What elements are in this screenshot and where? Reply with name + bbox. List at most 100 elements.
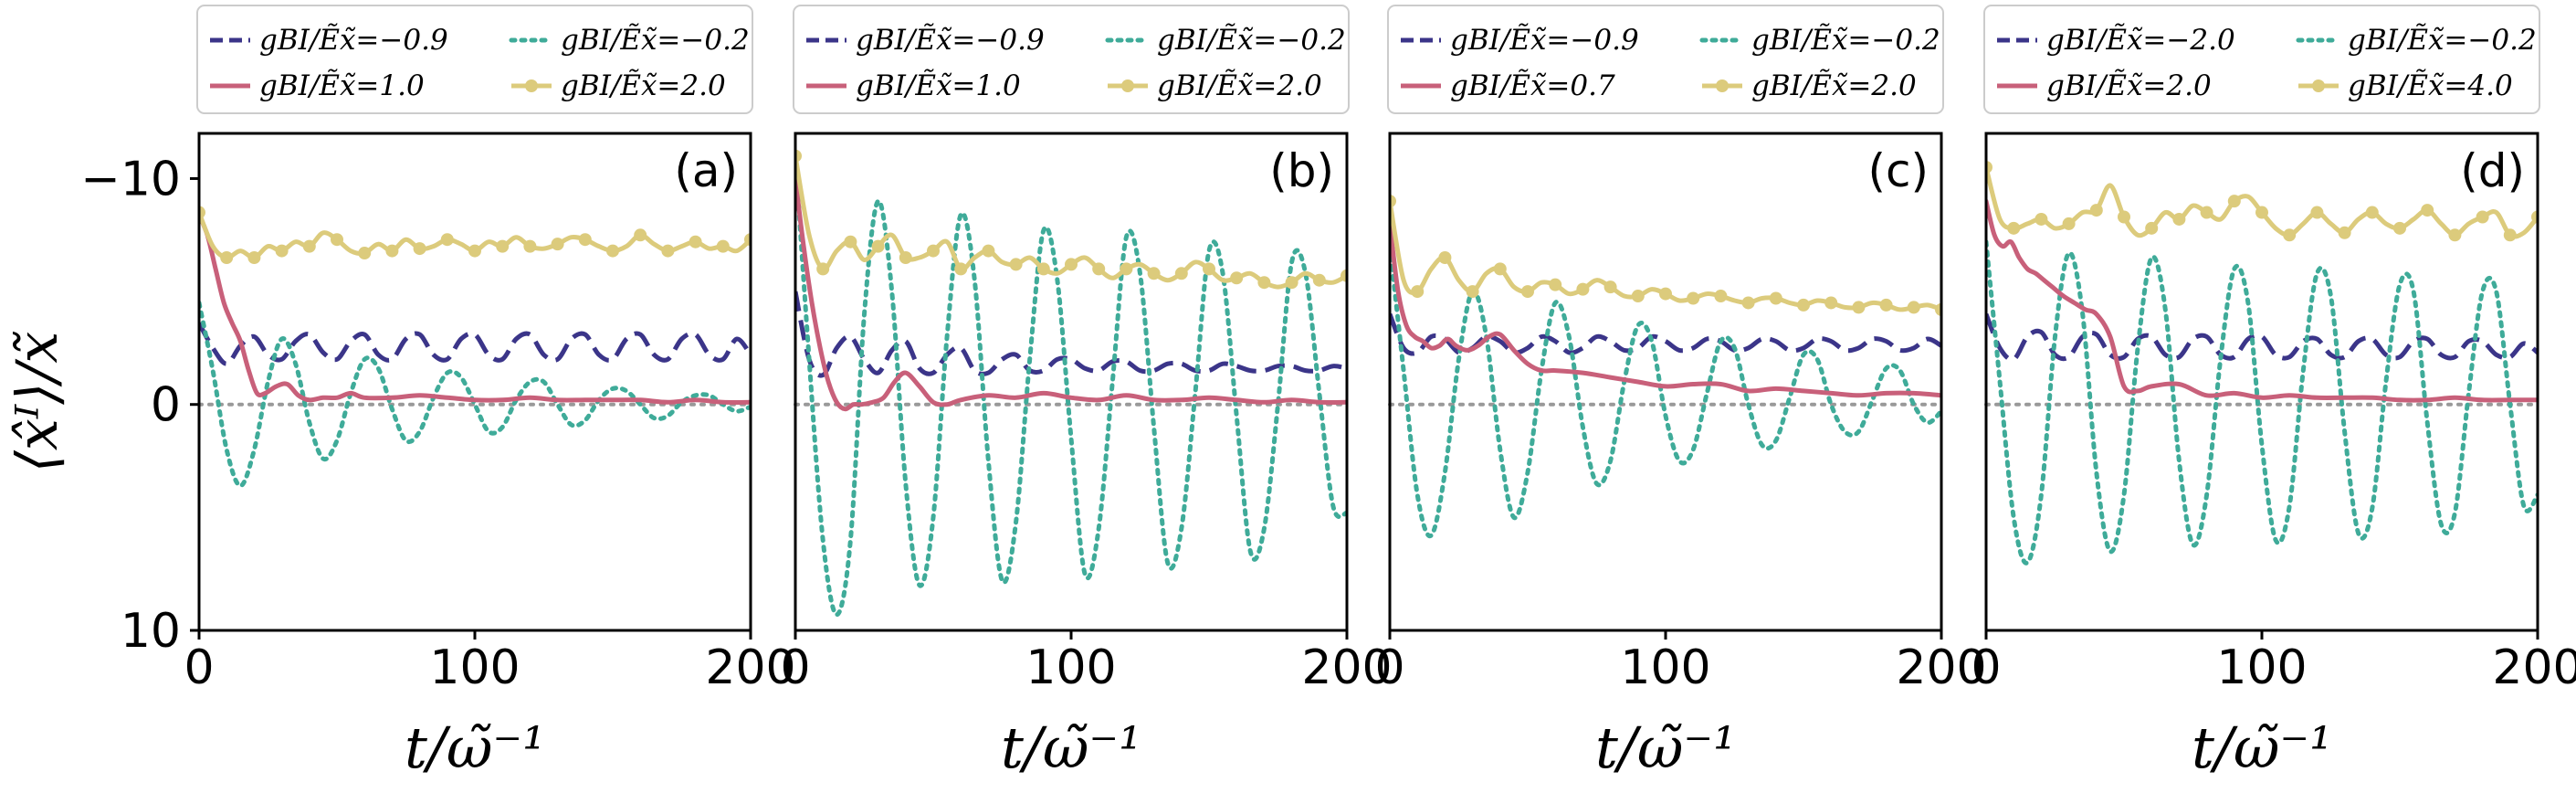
panel-c: 0 100 200 (c) t/ω̃⁻¹ gBI/Ẽx̃=−0.9 gBI/Ẽx̃=−0.2… (1374, 5, 1987, 781)
series-group (1390, 195, 1941, 539)
series-marker (1203, 262, 1215, 276)
series-marker (1687, 291, 1700, 305)
series-marker (1603, 280, 1617, 294)
series-marker (2118, 210, 2130, 224)
series-marker (1466, 285, 1479, 299)
legend-box (1387, 5, 1944, 114)
y-tick-label: −10 (80, 152, 181, 206)
legend-box (1983, 5, 2540, 114)
series-marker (1120, 262, 1133, 276)
series-marker (1741, 296, 1755, 310)
series-marker (1879, 298, 1893, 312)
series-group (199, 206, 751, 489)
legend: gBI/Ẽx̃=−0.9 gBI/Ẽx̃=−0.2 gBI/Ẽx̃=1.0 gBI/Ẽ… (196, 5, 753, 114)
series-marker (2283, 228, 2297, 242)
series-marker (606, 244, 619, 258)
series-marker (1631, 290, 1645, 303)
legend-box (793, 5, 1350, 114)
series-marker (199, 206, 205, 219)
legend-label: gBI/Ẽx̃=−0.9 (856, 23, 1045, 57)
series-marker (1438, 251, 1452, 264)
series-marker (744, 233, 751, 247)
x-tick-label: 0 (780, 640, 810, 695)
series-marker (2062, 217, 2076, 230)
y-axis-title: ⟨x̂ᴵ⟩/x̃ (4, 331, 70, 472)
series-marker (927, 244, 940, 258)
series-marker (716, 239, 730, 253)
series-marker (2531, 210, 2538, 224)
series-marker (2227, 195, 2241, 208)
legend-label: gBI/Ẽx̃=2.0 (1157, 69, 1322, 102)
series-marker (2365, 206, 2379, 219)
series-marker (2310, 206, 2324, 219)
x-axis-title: t/ω̃⁻¹ (2192, 714, 2332, 781)
series-line-2 (199, 301, 751, 489)
x-tick-label: 0 (1374, 640, 1404, 695)
series-marker (1797, 298, 1810, 312)
series-marker (954, 262, 968, 276)
legend: gBI/Ẽx̃=−2.0 gBI/Ẽx̃=−0.2 gBI/Ẽx̃=2.0 gBI/Ẽ… (1983, 5, 2540, 114)
series-marker (523, 239, 537, 253)
legend-label: gBI/Ẽx̃=2.0 (2046, 69, 2212, 102)
series-marker (1659, 287, 1672, 301)
series-marker (634, 228, 647, 242)
series-marker (1493, 262, 1507, 276)
x-tick-label: 100 (429, 640, 520, 695)
series-marker (220, 251, 234, 264)
x-tick-label: 200 (1301, 640, 1392, 695)
series-marker (1147, 267, 1161, 280)
legend-label: gBI/Ẽx̃=−0.9 (259, 23, 448, 57)
series-marker (2007, 221, 2021, 235)
series-line-1 (1986, 312, 2538, 363)
legend-label: gBI/Ẽx̃=0.7 (1450, 69, 1615, 102)
x-tick-label: 200 (705, 640, 795, 695)
series-marker (1036, 262, 1050, 276)
series-marker (816, 262, 830, 276)
series-marker (1174, 267, 1188, 280)
panel-label: (a) (674, 144, 738, 197)
series-marker (2035, 212, 2048, 226)
series-marker (2200, 206, 2213, 219)
series-marker (468, 244, 481, 258)
legend-label: gBI/Ẽx̃=−0.2 (2348, 23, 2537, 57)
series-marker (1576, 282, 1590, 296)
legend-marker (525, 79, 538, 92)
series-marker (358, 247, 372, 260)
series-marker (1907, 301, 1920, 314)
series-line-2 (795, 153, 1347, 618)
legend-marker (1121, 79, 1134, 92)
legend-label: gBI/Ẽx̃=2.0 (561, 69, 726, 102)
x-tick-label: 0 (184, 640, 214, 695)
series-marker (795, 149, 802, 163)
series-marker (2089, 204, 2103, 217)
legend-label: gBI/Ẽx̃=1.0 (856, 69, 1021, 102)
series-marker (2393, 221, 2406, 235)
series-marker (2503, 228, 2517, 242)
panel-label: (c) (1867, 144, 1929, 197)
x-axis-title: t/ω̃⁻¹ (1001, 714, 1141, 781)
series-line-3 (199, 212, 751, 405)
series-marker (689, 235, 702, 248)
series-marker (1257, 276, 1271, 290)
x-tick-label: 0 (1971, 640, 2001, 695)
series-marker (661, 244, 675, 258)
series-marker (551, 238, 564, 251)
legend-label: gBI/Ẽx̃=−0.2 (1751, 23, 1940, 57)
x-tick-label: 100 (1025, 640, 1116, 695)
panel-label: (b) (1269, 144, 1334, 197)
series-marker (2172, 212, 2186, 226)
series-marker (2145, 221, 2159, 235)
series-marker (1092, 262, 1106, 276)
series-marker (1411, 285, 1425, 299)
panel-b: 0 100 200 (b) t/ω̃⁻¹ gBI/Ẽx̃=−0.9 gBI/Ẽx̃=−0.2… (780, 5, 1393, 781)
series-marker (1230, 271, 1244, 285)
x-axis-title: t/ω̃⁻¹ (1595, 714, 1736, 781)
series-marker (1285, 276, 1299, 290)
series-marker (385, 244, 399, 258)
x-tick-label: 100 (1620, 640, 1710, 695)
legend-label: gBI/Ẽx̃=2.0 (1751, 69, 1917, 102)
series-marker (275, 244, 289, 258)
series-marker (871, 239, 885, 253)
